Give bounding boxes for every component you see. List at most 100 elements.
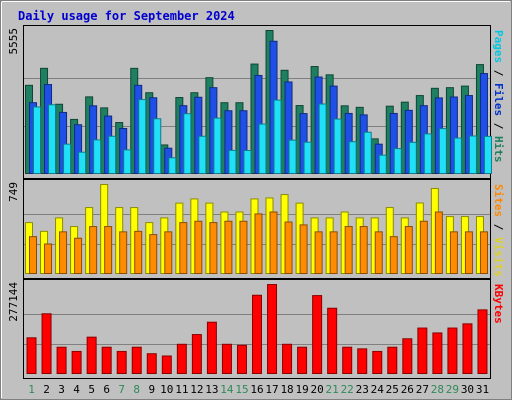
x-tick-label-day-12: 12 (190, 383, 203, 396)
bar-sites-day-1 (29, 236, 37, 275)
y-axis-max-label: 277144 (7, 282, 20, 322)
bar-pages-day-12 (198, 135, 207, 174)
legend-part: / (492, 63, 505, 83)
legend-part: Pages (492, 30, 505, 63)
bar-pages-day-19 (303, 141, 312, 175)
bar-sites-day-29 (449, 231, 458, 274)
bar-sites-day-19 (299, 224, 308, 274)
bar-kbytes-day-12 (191, 334, 202, 374)
bar-kbytes-day-2 (41, 313, 52, 374)
bar-kbytes-day-13 (206, 321, 217, 374)
bar-sites-day-9 (149, 234, 158, 275)
bar-sites-day-15 (239, 220, 248, 275)
bar-pages-day-24 (378, 154, 387, 174)
bar-kbytes-day-8 (131, 346, 142, 375)
panel-kbytes: 277144 KBytes (7, 279, 505, 379)
x-tick-label-day-20: 20 (311, 383, 324, 396)
series-kbytes (26, 284, 488, 375)
legend-part: Hits (492, 136, 505, 163)
bar-pages-day-23 (363, 131, 372, 174)
bar-kbytes-day-31 (477, 309, 488, 374)
bar-pages-day-17 (273, 99, 282, 174)
bar-pages-day-9 (153, 118, 162, 174)
bar-sites-day-18 (284, 221, 293, 275)
chart-title: Daily usage for September 2024 (18, 9, 235, 23)
bar-pages-day-29 (453, 137, 462, 174)
bar-sites-day-25 (389, 236, 398, 275)
bar-sites-day-13 (209, 222, 218, 275)
bar-pages-day-6 (108, 135, 117, 174)
bar-kbytes-day-26 (402, 338, 413, 375)
bar-sites-day-14 (224, 220, 233, 275)
bar-sites-day-4 (74, 237, 83, 274)
legend-part: KBytes (492, 284, 505, 324)
bar-kbytes-day-9 (146, 353, 157, 375)
bar-kbytes-day-4 (71, 350, 82, 374)
x-tick-label-day-3: 3 (58, 383, 65, 396)
bar-kbytes-day-23 (357, 348, 368, 374)
bar-pages-day-3 (63, 143, 72, 174)
bar-sites-day-16 (254, 213, 263, 275)
bar-sites-day-5 (89, 226, 98, 274)
bar-kbytes-day-22 (342, 346, 353, 375)
bar-kbytes-day-27 (417, 327, 428, 374)
y-axis-max-label: 749 (7, 182, 20, 202)
x-tick-label-day-23: 23 (356, 383, 369, 396)
bar-kbytes-day-17 (267, 284, 278, 374)
bar-pages-day-4 (78, 151, 87, 175)
x-tick-label-day-27: 27 (416, 383, 429, 396)
bar-pages-day-11 (183, 113, 192, 174)
bar-sites-day-28 (434, 211, 443, 275)
bar-pages-day-14 (228, 149, 237, 174)
bar-kbytes-day-3 (56, 346, 67, 375)
bar-pages-day-16 (258, 123, 267, 174)
bar-sites-day-20 (314, 231, 323, 274)
x-tick-label-day-29: 29 (446, 383, 459, 396)
bar-kbytes-day-10 (161, 355, 172, 375)
bar-kbytes-day-28 (432, 332, 443, 375)
bar-sites-day-11 (179, 222, 188, 275)
x-axis-day-labels: 1 2 3 4 5 6 7 8 9 10 11 12 13 14 15 16 17 18 19 20 21 22 23 24 2… (28, 383, 489, 396)
bar-sites-day-26 (404, 226, 413, 274)
bar-kbytes-day-14 (221, 343, 232, 375)
bar-pages-day-25 (393, 148, 402, 174)
bar-kbytes-day-1 (26, 337, 37, 374)
bar-sites-day-12 (194, 220, 203, 275)
x-tick-label-day-28: 28 (431, 383, 444, 396)
bar-sites-day-31 (479, 231, 488, 274)
x-tick-label-day-24: 24 (371, 383, 385, 396)
bar-pages-day-31 (483, 135, 492, 174)
bar-pages-day-13 (213, 117, 222, 174)
bar-pages-day-5 (93, 139, 102, 174)
x-tick-label-day-5: 5 (88, 383, 95, 396)
x-tick-label-day-18: 18 (280, 383, 293, 396)
x-tick-label-day-31: 31 (476, 383, 489, 396)
bar-pages-day-27 (423, 133, 432, 174)
bar-kbytes-day-25 (387, 346, 398, 375)
x-tick-label-day-14: 14 (220, 383, 234, 396)
bar-kbytes-day-24 (372, 350, 383, 374)
bar-kbytes-day-29 (447, 327, 458, 374)
bar-pages-day-8 (138, 99, 147, 174)
bar-sites-day-7 (119, 231, 128, 274)
bar-kbytes-day-30 (462, 323, 473, 375)
bar-kbytes-day-6 (101, 346, 112, 375)
bar-kbytes-day-21 (327, 307, 338, 374)
bar-kbytes-day-16 (252, 294, 262, 374)
x-tick-label-day-13: 13 (205, 383, 218, 396)
bar-sites-day-24 (374, 231, 383, 274)
panel-hits: 5555 Pages / Files / Hits (7, 25, 505, 179)
x-tick-label-day-30: 30 (461, 383, 474, 396)
bar-kbytes-day-7 (116, 350, 127, 374)
bar-pages-day-18 (288, 139, 297, 175)
bar-pages-day-15 (243, 150, 252, 175)
x-tick-label-day-25: 25 (386, 383, 399, 396)
bar-kbytes-day-20 (312, 295, 323, 374)
bar-pages-day-28 (438, 128, 447, 174)
x-tick-label-day-17: 17 (265, 383, 278, 396)
x-tick-label-day-22: 22 (341, 383, 354, 396)
x-tick-label-day-11: 11 (175, 383, 188, 396)
x-tick-label-day-2: 2 (43, 383, 50, 396)
bar-sites-day-17 (269, 211, 278, 275)
bar-pages-day-2 (48, 104, 57, 174)
